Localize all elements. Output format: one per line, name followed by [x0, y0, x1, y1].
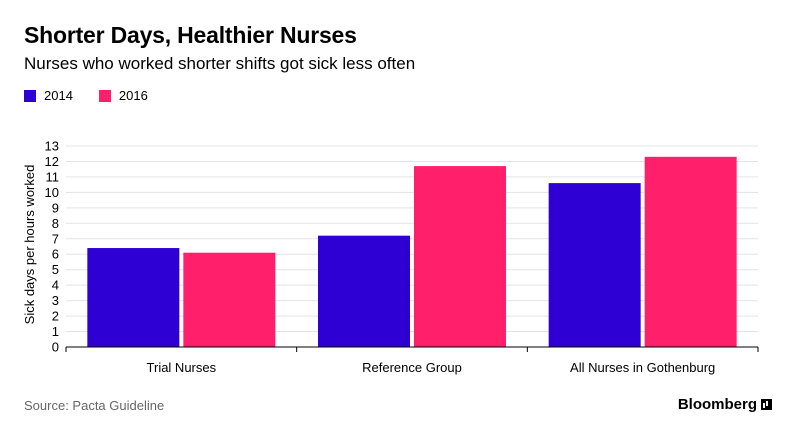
legend-item-2016: 2016 — [98, 88, 148, 103]
brand-logo: Bloomberg — [678, 396, 772, 413]
y-tick-label: 12 — [45, 154, 59, 169]
x-category-label: Reference Group — [362, 360, 462, 375]
source-note: Source: Pacta Guideline — [24, 398, 165, 413]
y-tick-label: 2 — [52, 309, 59, 324]
legend-swatch-2016 — [98, 89, 111, 102]
bloomberg-chart-icon — [761, 399, 772, 410]
y-tick-label: 13 — [45, 139, 59, 154]
y-axis-label: Sick days per hours worked — [22, 165, 37, 325]
y-tick-label: 0 — [52, 340, 59, 355]
chart-title: Shorter Days, Healthier Nurses — [24, 22, 357, 48]
bar-2016-trial-nurses — [183, 252, 276, 347]
chart-subtitle: Nurses who worked shorter shifts got sic… — [24, 54, 416, 73]
y-tick-label: 3 — [52, 293, 59, 308]
x-category-label: All Nurses in Gothenburg — [570, 360, 715, 375]
y-tick-label: 6 — [52, 247, 59, 262]
legend: 2014 2016 — [24, 88, 174, 103]
y-tick-label: 1 — [52, 324, 59, 339]
legend-label-2016: 2016 — [118, 88, 148, 103]
y-tick-label: 9 — [52, 200, 59, 215]
y-tick-label: 7 — [52, 231, 59, 246]
x-category-label: Trial Nurses — [147, 360, 217, 375]
legend-label-2014: 2014 — [44, 88, 73, 103]
y-tick-label: 11 — [46, 169, 60, 184]
bar-2014-all-nurses-in-gothenburg — [548, 183, 641, 347]
legend-swatch-2014 — [24, 89, 36, 102]
legend-item-2014: 2014 — [24, 88, 73, 103]
bar-2016-all-nurses-in-gothenburg — [644, 156, 737, 347]
bar-2014-trial-nurses — [87, 248, 180, 347]
y-tick-label: 10 — [45, 185, 59, 200]
y-tick-label: 5 — [52, 262, 59, 277]
brand-name: Bloomberg — [677, 396, 757, 413]
bar-2016-reference-group — [414, 166, 506, 347]
bar-2014-reference-group — [318, 235, 410, 347]
y-tick-label: 8 — [52, 216, 59, 231]
y-tick-label: 4 — [52, 278, 59, 293]
